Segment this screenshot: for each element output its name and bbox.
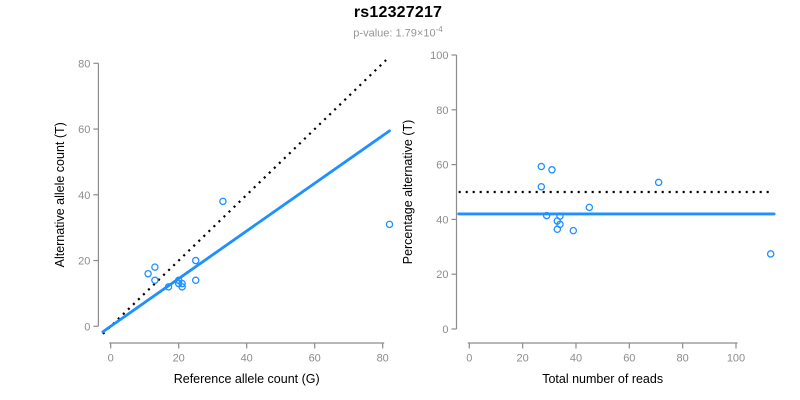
y-tick-label: 60 [436, 160, 448, 172]
data-point [766, 250, 775, 258]
data-point [178, 279, 186, 288]
x-tick-label: 0 [108, 353, 114, 365]
data-point [144, 269, 152, 278]
data-point [585, 203, 594, 212]
y-tick-label: 60 [78, 124, 90, 136]
pvalue-value: 1.79×10 [395, 27, 436, 40]
data-point [542, 211, 551, 220]
x-tick-label: 20 [173, 353, 185, 365]
x-tick-label: 100 [727, 353, 745, 365]
y-tick-label: 0 [442, 324, 448, 336]
y-tick-label: 40 [78, 190, 90, 202]
y-tick-label: 0 [84, 321, 90, 333]
x-tick-label: 60 [309, 353, 321, 365]
data-point [654, 178, 663, 187]
y-tick-label: 20 [436, 269, 448, 281]
x-tick-label: 80 [377, 353, 389, 365]
pvalue-subtitle: p-value: 1.79×10-4 [0, 25, 796, 40]
data-point [548, 166, 556, 174]
data-point [191, 276, 200, 285]
data-point [191, 256, 200, 265]
x-tick-label: 0 [466, 353, 472, 365]
data-point [219, 197, 227, 206]
y-tick-label: 40 [436, 214, 448, 226]
line-fitted-42pct-alternative [101, 129, 391, 334]
data-point [178, 283, 186, 291]
y-axis-title: Alternative allele count (T) [53, 122, 67, 267]
pvalue-label: p-value: [353, 27, 396, 40]
y-tick-label: 20 [78, 256, 90, 268]
x-axis-title: Reference allele count (G) [174, 372, 320, 386]
figure-title: rs12327217 [353, 4, 443, 21]
data-point [151, 263, 159, 271]
allele-counts-scatter: 0 20 40 60 80 0 20 40 60 80 Reference allele count… [53, 58, 394, 386]
x-tick-label: 40 [570, 353, 582, 365]
data-point [164, 283, 173, 291]
x-axis-title: Total number of reads [542, 372, 663, 386]
data-point [553, 225, 562, 234]
x-tick-label: 40 [241, 353, 253, 365]
data-point [569, 226, 578, 235]
data-point [537, 183, 546, 191]
line-expected-1-to-1 [102, 59, 387, 335]
figure-header: rs12327217 p-value: 1.79×10-4 [0, 4, 796, 40]
y-axis-title: Percentage alternative (T) [401, 120, 415, 265]
percentage-vs-reads-scatter: 0 20 40 60 80 100 0 20 40 60 80 100 Total number of … [401, 50, 776, 386]
x-tick-label: 20 [517, 353, 529, 365]
pvalue-exponent: -4 [435, 25, 443, 34]
x-tick-label: 80 [677, 353, 689, 365]
y-tick-label: 80 [78, 58, 90, 70]
x-tick-label: 60 [623, 353, 635, 365]
y-tick-label: 80 [436, 105, 448, 117]
data-point [537, 162, 546, 171]
data-point [151, 276, 159, 285]
data-point [385, 220, 394, 229]
y-tick-label: 100 [430, 50, 448, 62]
